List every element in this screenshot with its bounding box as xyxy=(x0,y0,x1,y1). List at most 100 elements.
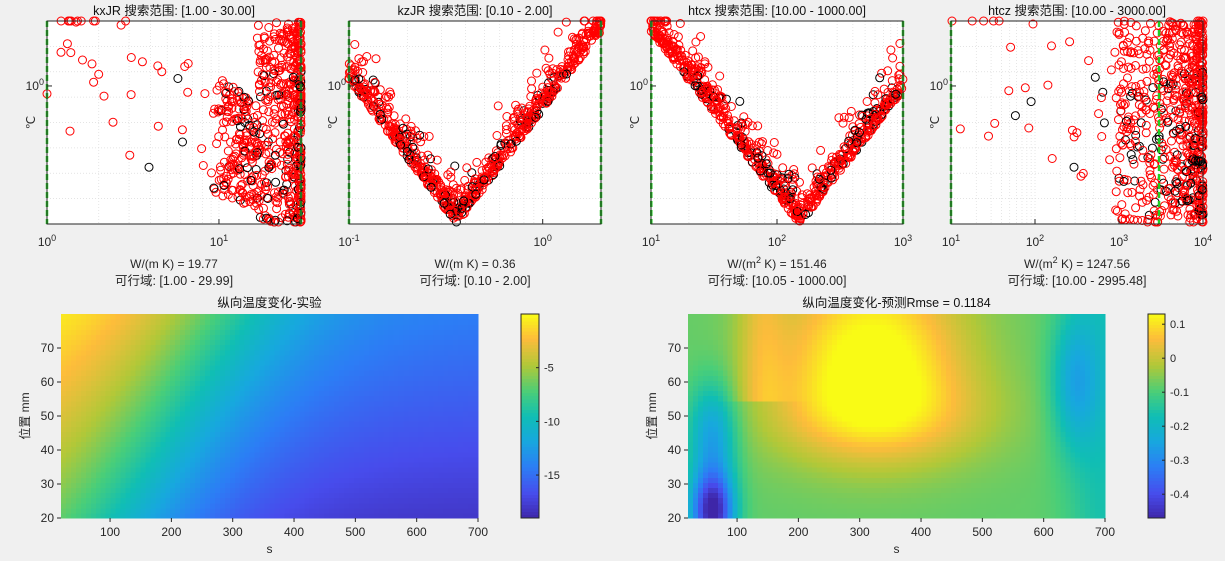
heatmap-cell xyxy=(249,426,256,432)
heatmap-cell xyxy=(304,375,310,381)
x-tick-label: 101 xyxy=(210,233,228,249)
heatmap-cell xyxy=(294,502,300,509)
heatmap-cell xyxy=(284,446,290,453)
heatmap-cell xyxy=(120,421,127,427)
heatmap-cell xyxy=(105,395,112,402)
heatmap-cell xyxy=(80,380,87,386)
heatmap-cell xyxy=(200,329,206,335)
heatmap-cell xyxy=(195,477,201,483)
feasible-point xyxy=(266,82,276,92)
heatmap-cell xyxy=(180,395,186,402)
heatmap-cell xyxy=(61,390,67,397)
heatmap-cell xyxy=(105,492,112,499)
heatmap-cell xyxy=(224,329,231,335)
x-tick-label: 104 xyxy=(1194,233,1212,249)
heatmap-cell xyxy=(125,324,132,330)
heatmap-cell xyxy=(85,324,92,330)
heatmap-cell xyxy=(75,436,82,443)
heatmap-cell xyxy=(259,436,266,443)
heatmap-cell xyxy=(75,431,82,437)
heatmap-cell xyxy=(175,502,181,509)
heatmap-cell xyxy=(219,451,226,458)
heatmap-cell xyxy=(304,426,310,432)
heatmap-cell xyxy=(175,400,181,407)
heatmap-cell xyxy=(224,319,231,325)
heatmap-cell xyxy=(234,344,241,351)
heatmap-cell xyxy=(135,410,142,417)
heatmap-cell xyxy=(140,487,146,494)
feasible-point xyxy=(261,185,270,195)
heatmap-cell xyxy=(75,507,82,514)
heatmap-cell xyxy=(289,426,295,432)
heatmap-cell xyxy=(140,436,146,443)
feasible-point xyxy=(108,117,118,127)
heatmap-cell xyxy=(274,324,281,330)
heatmap-cell xyxy=(105,329,112,335)
heatmap-cell xyxy=(115,365,122,371)
heatmap-cell xyxy=(244,344,251,351)
heatmap-cell xyxy=(294,375,300,381)
heatmap-cell xyxy=(200,497,206,504)
heatmap-cell xyxy=(61,359,67,366)
heatmap-cell xyxy=(234,492,241,499)
heatmap-cell xyxy=(239,395,246,402)
heatmap-cell xyxy=(239,405,246,412)
heatmap-cell xyxy=(195,456,201,463)
heatmap-cell xyxy=(200,390,206,397)
heatmap-cell xyxy=(274,334,281,341)
heatmap-cell xyxy=(140,451,146,458)
heatmap-cell xyxy=(254,487,261,494)
heatmap-cell xyxy=(269,385,276,392)
heatmap-cell xyxy=(219,339,226,346)
heatmap-cell xyxy=(294,370,300,376)
heatmap-cell xyxy=(229,477,236,483)
heatmap-cell xyxy=(65,380,72,386)
heatmap-cell xyxy=(130,472,137,478)
heatmap-cell xyxy=(200,421,206,427)
heatmap-cell xyxy=(120,507,127,514)
heatmap-cell xyxy=(284,405,290,412)
heatmap-cell xyxy=(214,344,221,351)
heatmap-cell xyxy=(170,492,176,499)
heatmap-cell xyxy=(264,400,271,407)
heatmap-cell xyxy=(75,441,82,448)
heatmap-cell xyxy=(224,334,231,341)
heatmap-cell xyxy=(175,319,181,325)
heatmap-cell xyxy=(239,410,246,417)
heatmap-cell xyxy=(110,426,117,432)
heatmap-cell xyxy=(180,492,186,499)
heatmap-cell xyxy=(170,354,176,361)
heatmap-cell xyxy=(120,497,127,504)
heatmap-cell xyxy=(219,390,226,397)
heatmap-cell xyxy=(110,339,117,346)
heatmap-cell xyxy=(90,431,97,437)
heatmap-cell xyxy=(61,349,67,356)
heatmap-cell xyxy=(165,375,171,381)
heatmap-cell xyxy=(274,370,281,376)
heatmap-cell xyxy=(180,390,186,397)
heatmap-cell xyxy=(254,492,261,499)
heatmap-cell xyxy=(224,467,231,473)
heatmap-cell xyxy=(234,405,241,412)
heatmap-cell xyxy=(294,400,300,407)
heatmap-cell xyxy=(254,482,261,488)
heatmap-cell xyxy=(200,349,206,356)
heatmap-cell xyxy=(175,380,181,386)
heatmap-cell xyxy=(125,365,132,371)
heatmap-cell xyxy=(299,487,305,494)
heatmap-cell xyxy=(75,329,82,335)
heatmap-cell xyxy=(105,512,112,519)
heatmap-cell xyxy=(200,461,206,468)
heatmap-cell xyxy=(195,314,201,320)
feasible-point xyxy=(137,57,147,67)
heatmap-cell xyxy=(249,512,256,519)
x-axis-label: W/(m2 K) = 1247.56 xyxy=(1024,255,1130,271)
heatmap-cell xyxy=(185,507,191,514)
heatmap-cell xyxy=(190,365,196,371)
heatmap-cell xyxy=(190,314,196,320)
heatmap-cell xyxy=(95,385,102,392)
heatmap-cell xyxy=(234,456,241,463)
heatmap-cell xyxy=(239,431,246,437)
feasible-point xyxy=(391,133,401,142)
heatmap-cell xyxy=(80,365,87,371)
